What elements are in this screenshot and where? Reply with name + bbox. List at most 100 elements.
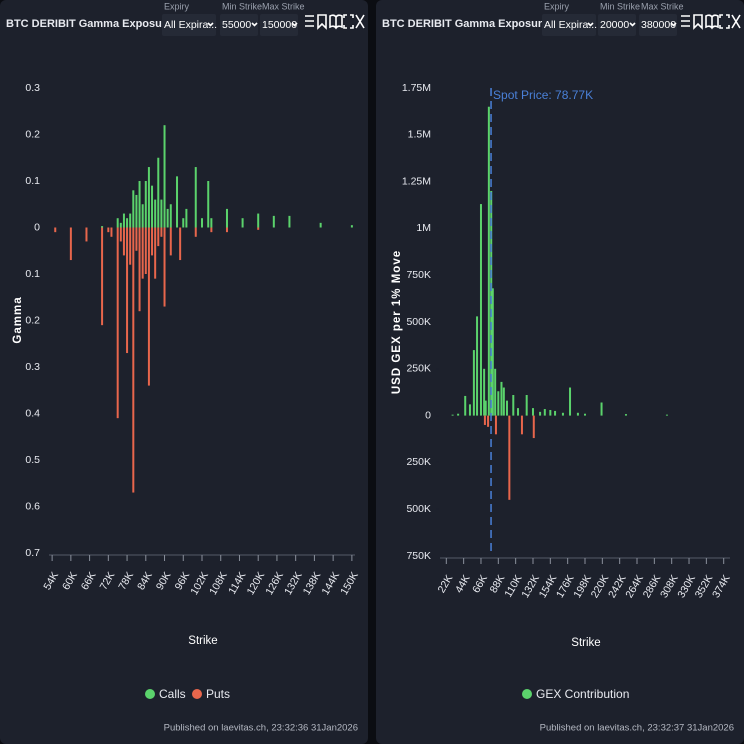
panel: [376, 0, 744, 744]
bar: [484, 400, 487, 416]
y-tick-label: 1M: [416, 222, 431, 234]
bookmark-icon[interactable]: [317, 14, 327, 30]
bar: [554, 410, 557, 416]
bar: [119, 227, 122, 242]
legend-label[interactable]: GEX Contribution: [536, 687, 629, 701]
control-label: Min Strike: [222, 1, 262, 11]
control-label: Min Strike: [600, 1, 640, 11]
y-tick-label: 1.5M: [408, 129, 431, 141]
bar: [151, 227, 154, 256]
bar: [487, 415, 490, 427]
bar: [584, 413, 586, 416]
y-axis-title: USD GEX per 1% Move: [391, 250, 403, 394]
control-box[interactable]: [598, 14, 636, 36]
y-tick-label: 250K: [406, 363, 431, 375]
bar: [502, 387, 505, 416]
book-icon[interactable]: [705, 14, 719, 30]
y-tick-label: 0: [425, 409, 431, 421]
control-label: Expiry: [164, 1, 190, 11]
bar: [457, 413, 460, 416]
legend-label[interactable]: Puts: [206, 687, 230, 701]
bar: [500, 381, 503, 416]
control-box[interactable]: [639, 14, 677, 36]
bar: [494, 415, 497, 435]
control-value[interactable]: 380000: [641, 19, 676, 31]
bar: [319, 222, 322, 228]
bar: [166, 208, 169, 228]
panel: [0, 0, 368, 744]
bar: [132, 190, 135, 228]
bar: [101, 226, 104, 228]
dropdown-caret[interactable]: [291, 22, 298, 27]
legend-marker[interactable]: [145, 689, 155, 699]
bar: [122, 213, 125, 228]
bar: [483, 415, 486, 425]
close-icon[interactable]: [731, 14, 741, 29]
menu-icon[interactable]: [305, 15, 314, 27]
dropdown-caret[interactable]: [670, 22, 677, 27]
bar: [135, 227, 138, 251]
bar: [201, 218, 203, 228]
legend-marker[interactable]: [192, 689, 202, 699]
bar: [241, 218, 244, 228]
bar: [665, 414, 668, 416]
control-value[interactable]: 150000: [262, 19, 297, 31]
bar: [479, 204, 482, 416]
control-box[interactable]: [260, 14, 298, 36]
control-value[interactable]: All Expira...: [164, 19, 217, 31]
y-tick-label: 750K: [406, 269, 431, 281]
y-tick-label: 0.2: [25, 314, 40, 326]
bar: [116, 218, 119, 228]
footer: Published on laevitas.ch, 23:32:37 31Jan…: [540, 723, 734, 734]
bar: [549, 409, 552, 416]
bar: [569, 387, 572, 416]
bar: [138, 227, 141, 312]
bar: [543, 409, 546, 416]
bar: [147, 227, 150, 386]
control-box[interactable]: [162, 14, 216, 36]
dropdown-caret[interactable]: [251, 22, 258, 27]
bar: [487, 106, 490, 416]
bar: [132, 227, 135, 493]
bar: [517, 408, 520, 416]
y-tick-label: 0.7: [25, 547, 40, 559]
control-value[interactable]: 55000: [222, 19, 251, 31]
legend-label[interactable]: Calls: [159, 687, 186, 701]
bar: [101, 227, 104, 326]
close-icon[interactable]: [355, 14, 365, 29]
legend-marker[interactable]: [522, 689, 532, 699]
y-axis-title: Gamma: [12, 296, 24, 343]
y-tick-label: 0.3: [25, 82, 40, 94]
spot-price-label: Spot Price: 78.77K: [493, 88, 593, 102]
y-tick-label: 500K: [406, 503, 431, 515]
menu-icon[interactable]: [681, 15, 690, 27]
bar: [225, 227, 228, 233]
bar: [160, 199, 163, 228]
bar: [157, 227, 160, 247]
dropdown-caret[interactable]: [587, 22, 594, 27]
fullscreen-icon[interactable]: [719, 14, 730, 29]
bookmark-icon[interactable]: [693, 14, 703, 30]
bar: [494, 368, 497, 416]
control-value[interactable]: 20000: [600, 19, 629, 31]
dropdown-caret[interactable]: [629, 22, 636, 27]
control-box[interactable]: [542, 14, 596, 36]
fullscreen-icon[interactable]: [343, 14, 354, 29]
bar: [207, 181, 210, 228]
bar: [154, 199, 157, 228]
bar: [483, 368, 486, 416]
y-tick-label: 0.1: [25, 268, 40, 280]
bar: [144, 227, 147, 274]
control-value[interactable]: All Expira...: [544, 19, 597, 31]
bar: [476, 316, 479, 416]
bar: [257, 227, 260, 230]
bar: [157, 157, 160, 228]
control-box[interactable]: [220, 14, 258, 36]
y-tick-label: 0.1: [25, 175, 40, 187]
bar: [179, 227, 182, 261]
y-tick-label: 750K: [406, 550, 431, 562]
footer: Published on laevitas.ch, 23:32:36 31Jan…: [164, 723, 358, 734]
dropdown-caret[interactable]: [207, 22, 214, 27]
book-icon[interactable]: [329, 14, 343, 30]
